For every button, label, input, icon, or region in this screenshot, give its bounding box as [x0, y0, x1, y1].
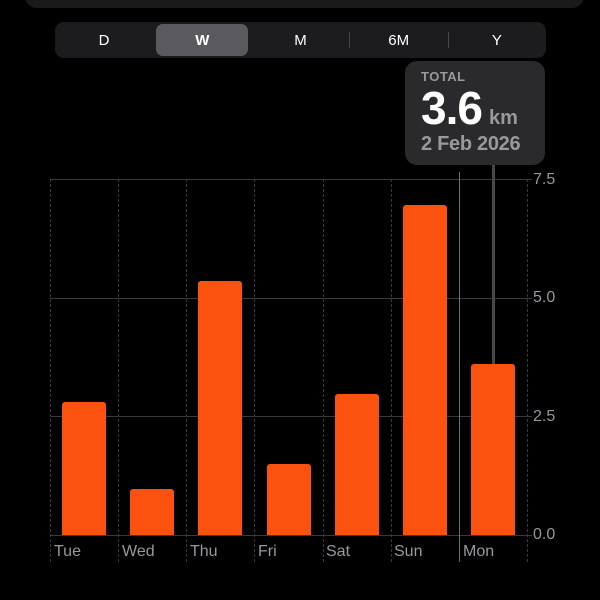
bar-thu[interactable]: [198, 281, 242, 535]
segment-six-month[interactable]: 6M: [388, 31, 410, 49]
gridline-2-5: [50, 416, 532, 417]
tooltip-value-row: 3.6 km: [421, 85, 545, 131]
y-axis-tick-5-0: 5.0: [533, 289, 556, 306]
column-separator: [391, 179, 392, 562]
column-separator: [323, 179, 324, 562]
tooltip-title: TOTAL: [421, 69, 466, 84]
x-axis-label-thu: Thu: [190, 543, 218, 560]
y-axis-tick-2-5: 2.5: [533, 408, 556, 425]
bar-sun[interactable]: [403, 205, 447, 535]
selection-indicator-line: [492, 165, 495, 365]
y-axis-tick-7-5: 7.5: [533, 171, 556, 188]
x-axis-label-fri: Fri: [258, 543, 277, 560]
segment-divider: [349, 32, 350, 48]
bar-wed[interactable]: [130, 489, 174, 535]
bar-chart: Tue Wed Thu Fri Sat Sun Mon: [50, 172, 532, 562]
column-separator: [254, 179, 255, 562]
gridline-7-5: [50, 179, 532, 180]
bar-sat[interactable]: [335, 394, 379, 535]
column-separator: [118, 179, 119, 562]
bar-mon-selected[interactable]: [471, 364, 515, 535]
bar-tue[interactable]: [62, 402, 106, 535]
bar-fri[interactable]: [267, 464, 311, 535]
gridline-0-0-baseline: [50, 535, 532, 536]
x-axis-label-wed: Wed: [122, 543, 155, 560]
tooltip-date: 2 Feb 2026: [421, 133, 521, 155]
tooltip-value: 3.6: [421, 82, 483, 134]
segment-week[interactable]: W: [195, 31, 210, 49]
selected-segment-background: [156, 24, 248, 56]
selected-column-separator: [459, 172, 460, 562]
time-range-segmented-control: D W M 6M Y: [55, 22, 546, 58]
segment-divider: [448, 32, 449, 48]
segment-year[interactable]: Y: [491, 31, 502, 49]
selection-tooltip[interactable]: TOTAL 3.6 km 2 Feb 2026: [405, 61, 545, 165]
segment-day[interactable]: D: [98, 31, 110, 49]
segment-month[interactable]: M: [294, 31, 307, 49]
x-axis-label-tue: Tue: [54, 543, 81, 560]
column-separator: [186, 179, 187, 562]
column-separator: [50, 179, 51, 562]
x-axis-label-sat: Sat: [326, 543, 351, 560]
y-axis-tick-0-0: 0.0: [533, 526, 556, 543]
x-axis-label-sun: Sun: [394, 543, 423, 560]
card-above-bottom-edge: [25, 0, 584, 8]
gridline-5-0: [50, 298, 532, 299]
tooltip-unit: km: [488, 107, 518, 129]
x-axis-label-mon: Mon: [463, 543, 495, 560]
column-separator: [527, 179, 528, 562]
